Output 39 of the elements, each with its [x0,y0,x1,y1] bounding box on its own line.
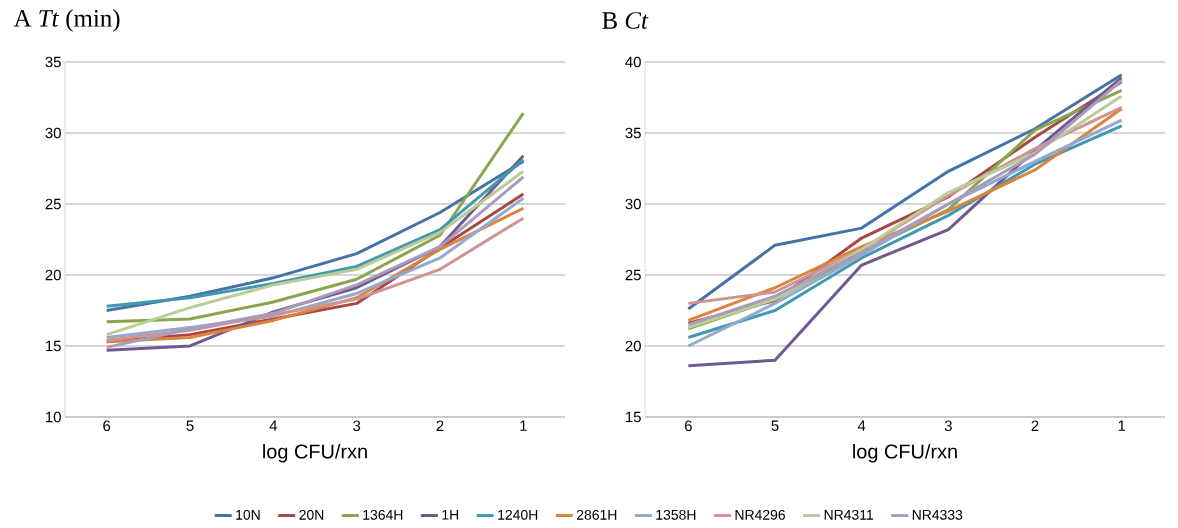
x-tick-label: 4 [269,420,278,431]
legend-label: 1H [442,509,459,520]
y-tick-label: 10 [46,411,61,423]
x-tick-label: 3 [944,420,952,432]
y-tick-label: 20 [625,340,641,352]
legend-label: NR4333 [912,509,963,520]
legend-label: NR4296 [735,509,785,520]
legend-label: 2861H [576,509,617,520]
line-series [105,111,525,324]
legend-label: 1364H [363,509,403,520]
y-tick-label: 35 [625,127,641,139]
y-tick-label: 15 [46,340,61,352]
x-tick-label: 5 [186,420,194,431]
y-tick-label: 30 [625,198,641,210]
x-tick-label: 5 [771,420,779,431]
y-tick-label: 35 [45,56,61,68]
x-tick-label: 2 [436,420,444,431]
y-tick-label: 20 [45,269,61,281]
chart-title: A Tt (min) [13,9,120,32]
y-tick-label: 30 [45,127,61,139]
y-tick-label: 25 [625,269,641,281]
x-tick-label: 3 [353,420,361,432]
x-tick-label: 6 [684,420,692,432]
x-tick-label: 6 [103,420,111,432]
y-tick-label: 15 [626,411,641,423]
x-tick-label: 1 [1118,420,1126,431]
legend-label: 20N [299,509,324,520]
x-axis-title: log CFU/rxn [853,443,957,463]
legend-label: 10N [236,509,260,520]
chart-title: B Ct [602,12,649,29]
x-axis-title: log CFU/rxn [263,443,367,463]
y-tick-label: 25 [45,198,61,210]
legend-label: NR4311 [824,509,874,520]
legend-label: 1358H [656,509,696,520]
x-tick-label: 2 [1031,420,1039,431]
legend-label: 1240H [498,509,538,520]
x-tick-label: 4 [857,420,866,431]
x-tick-label: 1 [520,420,527,431]
y-tick-label: 40 [625,56,641,68]
